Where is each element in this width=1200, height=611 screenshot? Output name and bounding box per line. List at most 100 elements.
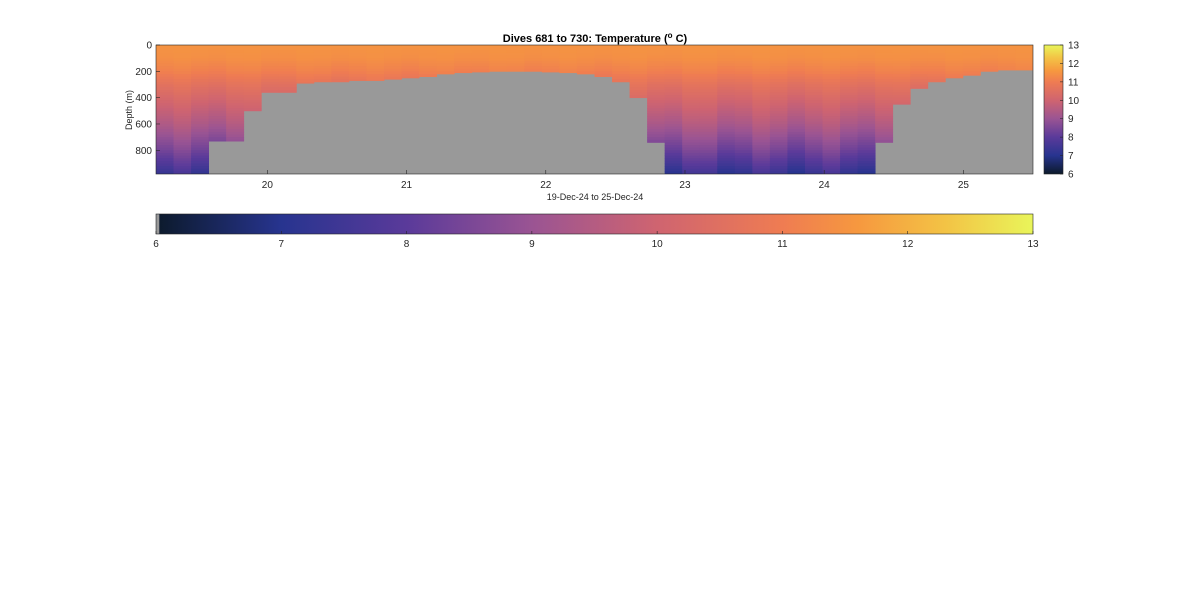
heatmap-cell: [401, 52, 420, 56]
heatmap-cell: [997, 63, 1016, 67]
heatmap-cell: [647, 52, 666, 56]
heatmap-cell: [208, 55, 227, 59]
heatmap-cell: [769, 55, 788, 59]
heatmap-cell: [840, 147, 858, 151]
heatmap-cell: [156, 55, 174, 59]
heatmap-cell: [734, 50, 753, 54]
heatmap-cell: [331, 63, 350, 67]
heatmap-cell: [787, 52, 806, 56]
heatmap-cell: [927, 47, 946, 51]
heatmap-cell: [506, 68, 525, 72]
heatmap-cell: [962, 52, 981, 56]
heatmap-cell: [173, 129, 192, 133]
heatmap-cell: [734, 55, 753, 59]
heatmap-cell: [156, 121, 174, 125]
heatmap-cell: [875, 73, 894, 77]
heatmap-cell: [612, 76, 630, 80]
heatmap-cell: [191, 60, 210, 64]
heatmap-cell: [840, 87, 858, 91]
heatmap-cell: [173, 55, 192, 59]
heatmap-cell: [208, 134, 227, 138]
y-axis: 0 200 400 600 800: [135, 41, 160, 157]
heatmap-cell: [892, 76, 911, 80]
heatmap-cell: [804, 150, 823, 154]
heatmap-cell: [717, 145, 736, 149]
heatmap-cell: [962, 73, 981, 76]
heatmap-cell: [699, 139, 718, 143]
heatmap-cell: [980, 63, 999, 67]
heatmap-cell: [208, 58, 227, 62]
heatmap-cell: [682, 155, 701, 159]
heatmap-cell: [769, 142, 788, 146]
heatmap-cell: [226, 79, 245, 83]
heatmap-cell: [875, 110, 894, 114]
heatmap-cell: [629, 76, 648, 80]
heatmap-cell: [927, 71, 946, 75]
heatmap-cell: [945, 68, 964, 72]
heatmap-cell: [752, 126, 771, 130]
heatmap-cell: [1015, 60, 1033, 64]
heatmap-cell: [541, 47, 560, 51]
heatmap-cell: [647, 126, 666, 130]
heatmap-cell: [822, 66, 841, 70]
heatmap-cell: [910, 52, 929, 56]
heatmap-cell: [857, 131, 876, 135]
heatmap-cell: [787, 142, 806, 146]
heatmap-cell: [787, 152, 806, 156]
heatmap-cell: [173, 45, 192, 49]
heatmap-cell: [243, 95, 262, 99]
heatmap-cell: [857, 158, 876, 162]
heatmap-cell: [717, 166, 736, 170]
heatmap-cell: [945, 52, 964, 56]
heatmap-cell: [524, 50, 543, 54]
heatmap-cell: [226, 97, 245, 101]
heatmap-cell: [840, 150, 858, 154]
heatmap-cell: [647, 84, 666, 88]
heatmap-cell: [822, 105, 841, 109]
heatmap-cell: [436, 52, 455, 56]
heatmap-cell: [173, 160, 192, 164]
heatmap-cell: [278, 63, 297, 67]
heatmap-cell: [682, 150, 701, 154]
heatmap-cell: [471, 47, 490, 51]
heatmap-cell: [717, 118, 736, 122]
heatmap-cell: [892, 71, 911, 75]
heatmap-cell: [454, 66, 473, 70]
heatmap-cell: [752, 118, 771, 122]
heatmap-cell: [208, 76, 227, 80]
heatmap-cell: [208, 118, 227, 122]
heatmap-cell: [717, 168, 736, 172]
heatmap-cell: [962, 58, 981, 62]
heatmap-cell: [752, 116, 771, 120]
heatmap-cell: [682, 158, 701, 162]
heatmap-cell: [559, 63, 578, 67]
heatmap-cell: [612, 63, 630, 67]
heatmap-cell: [156, 137, 174, 141]
heatmap-cell: [717, 129, 736, 133]
heatmap-cell: [734, 68, 753, 72]
heatmap-cell: [313, 66, 332, 70]
heatmap-cell: [769, 47, 788, 51]
heatmap-cell: [857, 116, 876, 120]
heatmap-cell: [629, 58, 648, 62]
heatmap-cell: [243, 108, 262, 112]
heatmap-cell: [419, 52, 438, 56]
heatmap-cell: [892, 68, 911, 72]
heatmap-cell: [226, 134, 245, 138]
heatmap-cell: [682, 147, 701, 151]
heatmap-cell: [261, 68, 280, 72]
heatmap-cell: [173, 113, 192, 117]
heatmap-cell: [436, 60, 455, 64]
heatmap-cell: [401, 55, 420, 59]
heatmap-cell: [875, 55, 894, 59]
heatmap-cell: [647, 139, 666, 143]
heatmap-cell: [734, 123, 753, 128]
heatmap-cell: [892, 95, 911, 99]
heatmap-cell: [980, 45, 999, 49]
heatmap-cell: [156, 147, 174, 151]
heatmap-cell: [822, 137, 841, 141]
heatmap-cell: [875, 87, 894, 91]
heatmap-cell: [366, 76, 385, 80]
heatmap-cell: [226, 81, 245, 85]
heatmap-cell: [875, 84, 894, 88]
